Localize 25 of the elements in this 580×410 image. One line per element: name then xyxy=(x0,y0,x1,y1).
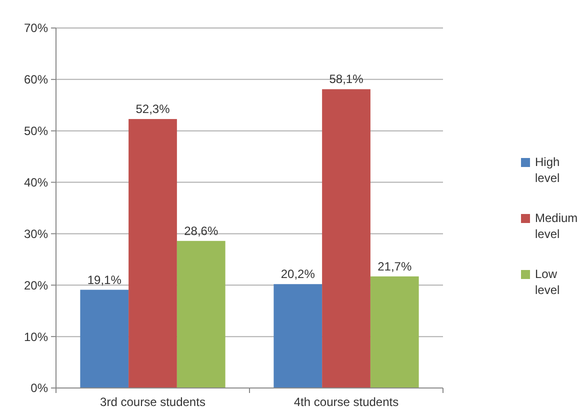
y-tick-label: 50% xyxy=(24,124,48,138)
bar xyxy=(322,89,370,388)
y-tick-label: 30% xyxy=(24,226,48,241)
bar xyxy=(176,240,226,388)
y-tick-label: 40% xyxy=(24,175,48,190)
x-tick-label: 4th course students xyxy=(294,395,399,409)
data-label: 28,6% xyxy=(184,224,218,238)
legend-label: Low level xyxy=(535,267,560,297)
x-tick-label: 3rd course students xyxy=(100,395,206,409)
y-tick-label: 60% xyxy=(24,72,48,87)
bar xyxy=(80,290,129,388)
data-label: 21,7% xyxy=(378,259,412,274)
data-label: 19,1% xyxy=(87,272,122,287)
legend-label: Medium level xyxy=(535,211,578,241)
y-tick-label: 0% xyxy=(30,381,48,396)
y-tick-label: 70% xyxy=(24,21,48,36)
bar xyxy=(128,119,177,388)
data-label: 58,1% xyxy=(329,72,364,86)
data-label: 20,2% xyxy=(280,267,316,282)
bar xyxy=(274,284,322,388)
bar xyxy=(370,276,419,388)
legend-label: High level xyxy=(535,155,560,185)
y-tick-label: 10% xyxy=(24,330,48,344)
data-label: 52,3% xyxy=(136,102,170,116)
y-tick-label: 20% xyxy=(24,278,48,292)
